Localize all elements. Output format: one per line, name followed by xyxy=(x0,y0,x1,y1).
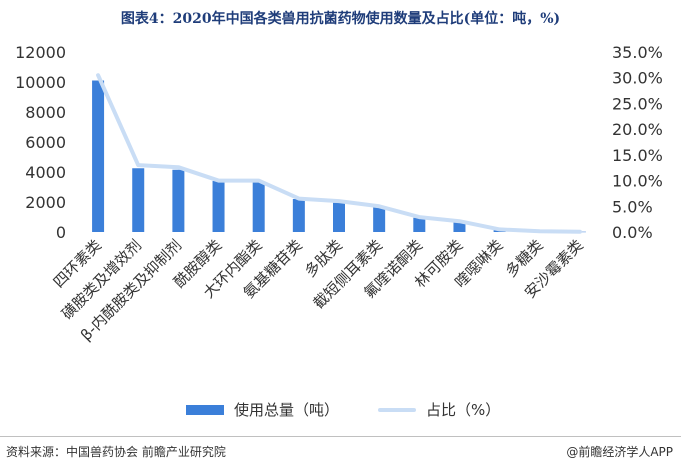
line-layer xyxy=(96,73,582,234)
bar-1 xyxy=(132,168,145,232)
right-tick-4: 20.0% xyxy=(612,120,663,139)
left-tick-4: 8000 xyxy=(25,103,66,122)
share-point-7 xyxy=(377,204,381,208)
share-point-9 xyxy=(457,219,461,223)
share-point-11 xyxy=(538,229,542,233)
legend-item-bar: 使用总量（吨） xyxy=(186,399,339,420)
legend-label-bar: 使用总量（吨） xyxy=(234,401,340,419)
share-point-2 xyxy=(176,165,180,169)
share-point-3 xyxy=(217,179,221,183)
chart-title: 图表4：2020年中国各类兽用抗菌药物使用数量及占比(单位：吨，%) xyxy=(120,11,561,27)
left-tick-3: 6000 xyxy=(25,133,66,152)
bar-4 xyxy=(252,182,265,232)
bar-8 xyxy=(413,217,426,232)
share-point-0 xyxy=(96,73,100,77)
left-tick-1: 2000 xyxy=(25,193,66,212)
share-point-12 xyxy=(578,230,582,234)
chart-plot: 0 2000 4000 6000 8000 10000 12000 0.0% 5.0% 10.0… xyxy=(15,43,663,344)
bar-3 xyxy=(212,181,225,232)
right-tick-7: 35.0% xyxy=(612,43,663,62)
legend-swatch-bar xyxy=(186,404,224,415)
share-point-8 xyxy=(417,215,421,219)
share-point-4 xyxy=(257,179,261,183)
x-axis-labels: 四环素类磺胺类及增效剂β-内酰胺类及抑制剂酰胺醇类大环内酯类氨基糖苷类多肽类截短… xyxy=(50,236,587,344)
bar-9 xyxy=(453,221,466,232)
legend: 使用总量（吨） 占比（%） xyxy=(0,399,681,423)
left-tick-0: 0 xyxy=(56,223,66,242)
left-axis-ticks: 0 2000 4000 6000 8000 10000 12000 xyxy=(15,43,66,242)
legend-item-line: 占比（%） xyxy=(378,399,500,420)
right-tick-3: 15.0% xyxy=(612,146,663,165)
bar-0 xyxy=(92,80,105,232)
footer-divider xyxy=(0,436,681,437)
right-tick-6: 30.0% xyxy=(612,69,663,88)
bar-6 xyxy=(333,202,345,232)
bar-5 xyxy=(292,199,305,232)
left-tick-2: 4000 xyxy=(25,163,66,182)
bar-2 xyxy=(172,169,185,232)
right-tick-1: 5.0% xyxy=(612,197,653,216)
bars-layer xyxy=(92,80,586,233)
share-point-6 xyxy=(337,199,341,203)
legend-label-line: 占比（%） xyxy=(426,401,501,419)
legend-swatch-line xyxy=(378,407,416,412)
share-point-10 xyxy=(498,227,502,231)
brand-credit: @前瞻经济学人APP xyxy=(566,445,673,459)
share-point-5 xyxy=(297,197,301,201)
right-tick-5: 25.0% xyxy=(612,94,663,113)
left-tick-5: 10000 xyxy=(15,73,66,92)
bar-7 xyxy=(373,207,386,232)
right-axis-ticks: 0.0% 5.0% 10.0% 15.0% 20.0% 25.0% 30.0% 35.0% xyxy=(612,43,663,242)
right-tick-2: 10.0% xyxy=(612,172,663,191)
source-note: 资料来源：中国兽药协会 前瞻产业研究院 xyxy=(6,445,226,459)
share-point-1 xyxy=(136,163,140,167)
left-tick-6: 12000 xyxy=(15,43,66,62)
right-tick-0: 0.0% xyxy=(612,223,653,242)
